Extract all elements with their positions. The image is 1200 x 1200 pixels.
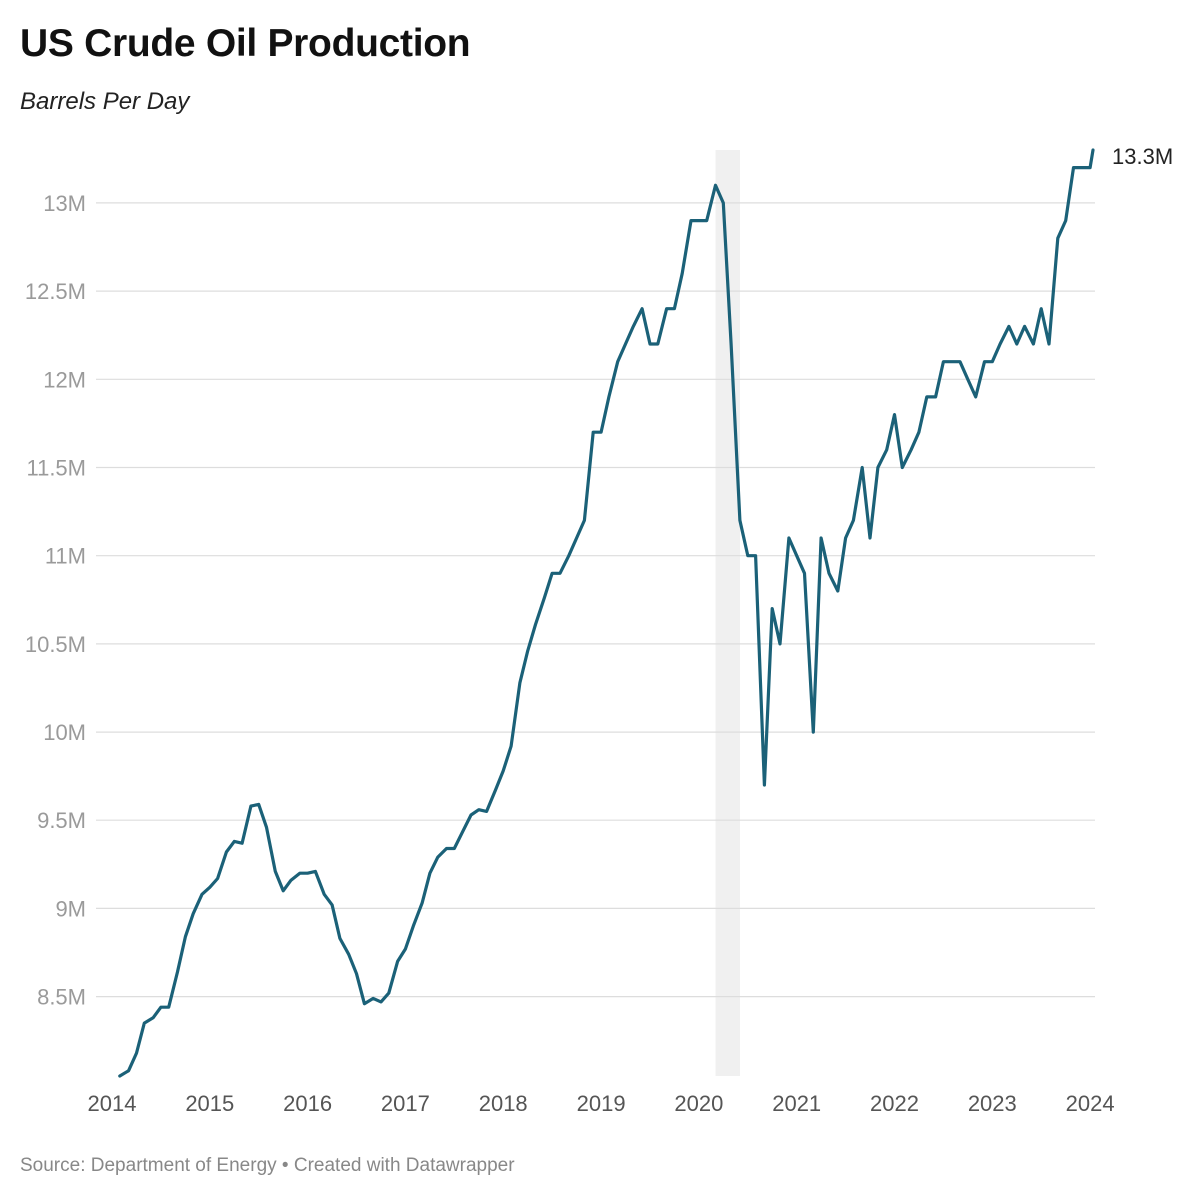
y-tick-label: 13M xyxy=(43,191,86,216)
series-layer xyxy=(118,148,1095,1078)
credit-link[interactable]: Created with Datawrapper xyxy=(293,1155,515,1176)
y-tick-label: 10.5M xyxy=(25,632,86,657)
x-tick-label: 2015 xyxy=(185,1091,234,1116)
x-tick-label: 2014 xyxy=(88,1091,137,1116)
footer-separator: • xyxy=(281,1155,289,1176)
x-tick-label: 2018 xyxy=(479,1091,528,1116)
y-tick-label: 9M xyxy=(55,896,86,921)
chart-subtitle: Barrels Per Day xyxy=(20,88,190,115)
y-tick-label: 12M xyxy=(43,367,86,392)
y-tick-label: 11M xyxy=(45,544,86,569)
x-tick-label: 2017 xyxy=(381,1091,430,1116)
x-axis-ticks: 2014 2015 2016 2017 2018 2019 2020 2021 2022 2023… xyxy=(88,1091,1115,1116)
y-tick-label: 11.5M xyxy=(26,456,86,481)
x-tick-label: 2019 xyxy=(577,1091,626,1116)
y-tick-label: 12.5M xyxy=(25,279,86,304)
x-tick-label: 2020 xyxy=(674,1091,723,1116)
end-value-label: 13.3M xyxy=(1112,144,1173,169)
x-tick-label: 2021 xyxy=(772,1091,821,1116)
gridlines xyxy=(96,202,1095,998)
y-tick-label: 8.5M xyxy=(37,985,86,1010)
series-line xyxy=(118,148,1095,1078)
source-prefix: Source: xyxy=(20,1155,86,1176)
chart-title: US Crude Oil Production xyxy=(20,22,471,65)
x-tick-label: 2024 xyxy=(1066,1091,1115,1116)
y-tick-label: 10M xyxy=(43,720,86,745)
y-tick-label: 9.5M xyxy=(37,808,86,833)
chart-footer: Source: Department of Energy • Created w… xyxy=(20,1155,515,1177)
x-tick-label: 2023 xyxy=(968,1091,1017,1116)
end-label-layer: 13.3M xyxy=(1112,144,1173,169)
x-tick-label: 2016 xyxy=(283,1091,332,1116)
source-link[interactable]: Department of Energy xyxy=(90,1155,277,1176)
x-tick-label: 2022 xyxy=(870,1091,919,1116)
y-axis-ticks: 8.5M 9M 9.5M 10M 10.5M 11M 11.5M 12M 12.5M 13M xyxy=(25,191,86,1010)
